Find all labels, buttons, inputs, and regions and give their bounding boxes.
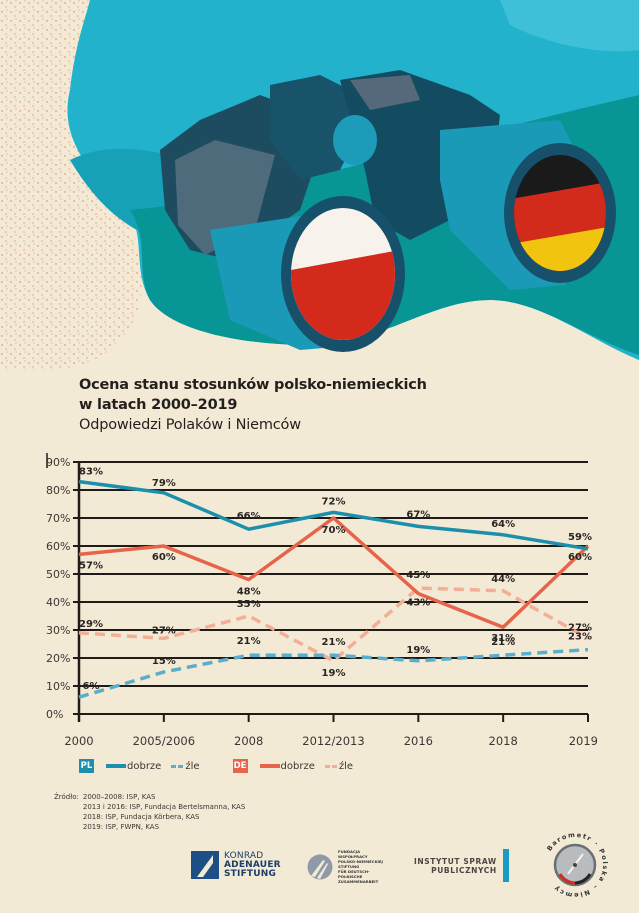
- x-tick-label: 2005/2006: [133, 734, 195, 748]
- fwpn-road-icon: [307, 854, 333, 879]
- y-tick-label: 50%: [46, 568, 70, 581]
- data-label: 23%: [568, 632, 592, 643]
- legend-badge-pl: PL: [79, 759, 94, 773]
- legend: PL dobrze źle DE dobrze źle: [79, 758, 353, 774]
- y-tick-label: 10%: [46, 680, 70, 693]
- y-axis-ticks: 0% 10% 20% 30% 40% 50% 60% 70% 80% 90%: [46, 456, 70, 721]
- series-lines: [78, 479, 590, 699]
- x-tick-label: 2012/2013: [302, 734, 364, 748]
- german-flag-icon: [514, 155, 606, 271]
- y-tick-label: 20%: [46, 652, 70, 665]
- data-label: 35%: [237, 599, 261, 610]
- data-label: 29%: [79, 619, 103, 630]
- isp-logo-line: PUBLICZNYCH: [431, 865, 497, 875]
- data-label: 6%: [83, 681, 100, 692]
- data-label: 27%: [568, 622, 592, 633]
- kas-logo-line: KONRAD: [224, 850, 264, 861]
- isp-logo-line: INSTYTUT SPRAW: [414, 856, 497, 866]
- data-label: 43%: [406, 598, 430, 609]
- y-tick-label: 0%: [46, 708, 63, 721]
- binoculars-illustration: [0, 0, 639, 370]
- x-tick-label: 2000: [64, 734, 93, 748]
- x-tick-label: 2019: [569, 734, 598, 748]
- fwpn-logo-line: STIFTUNG: [338, 864, 360, 869]
- legend-badge-de: DE: [232, 759, 248, 773]
- data-label: 83%: [79, 467, 103, 478]
- data-label: 19%: [406, 645, 430, 656]
- y-tick-label: 80%: [46, 484, 70, 497]
- isp-logo: INSTYTUT SPRAW PUBLICZNYCH: [414, 849, 509, 882]
- data-label: 59%: [568, 532, 592, 543]
- kas-logo-line: STIFTUNG: [224, 868, 277, 879]
- sources-note: Źródło: 2000–2008: ISP, KAS 2013 i 2016:…: [54, 792, 245, 832]
- line-chart: 0% 10% 20% 30% 40% 50% 60% 70% 80% 90% 2000 2005/2…: [46, 453, 598, 748]
- data-label: 19%: [322, 668, 346, 679]
- legend-swatch-de-dobrze: [259, 764, 280, 768]
- legend-label-pl-zle: źle: [185, 760, 200, 772]
- x-axis: 2000 2005/2006 2008 2012/2013 2016 2018 2019: [64, 462, 598, 748]
- x-tick-label: 2008: [234, 734, 263, 748]
- kas-mark-icon: [191, 851, 219, 879]
- source-line: 2018: ISP, Fundacja Körbera, KAS: [82, 813, 200, 821]
- chart-title: Ocena stanu stosunków polsko-niemieckich: [79, 377, 427, 393]
- y-tick-label: 40%: [46, 596, 70, 609]
- data-label: 15%: [152, 656, 176, 667]
- data-label: 79%: [152, 478, 176, 489]
- legend-swatch-de-zle: [324, 764, 337, 768]
- x-tick-label: 2016: [404, 734, 433, 748]
- fwpn-logo-line: POLSKO-NIEMIECKIEJ: [338, 859, 383, 864]
- y-tick-label: 90%: [46, 456, 70, 469]
- data-label: 72%: [322, 496, 346, 507]
- data-label: 60%: [152, 552, 176, 563]
- polish-flag-icon: [291, 208, 395, 340]
- legend-swatch-pl-dobrze: [106, 764, 126, 768]
- series-line-pl-dobrze: [78, 479, 589, 551]
- y-tick-label: 70%: [46, 512, 70, 525]
- data-label: 60%: [568, 552, 592, 563]
- source-line: 2013 i 2016: ISP, Fundacja Bertelsmanna,…: [82, 803, 246, 811]
- data-label: 64%: [491, 519, 515, 530]
- source-line: 2019: ISP, FWPN, KAS: [82, 823, 160, 831]
- data-labels: 83% 79% 66% 72% 67% 64% 59% 6% 15% 21% 21% 19% 21% 23…: [79, 467, 592, 693]
- legend-label-pl-dobrze: dobrze: [127, 760, 162, 772]
- fwpn-logo-line: ZUSAMMENARBEIT: [338, 879, 379, 884]
- data-label: 44%: [491, 574, 515, 585]
- x-tick-label: 2018: [489, 734, 518, 748]
- barometr-logo: Barometr · Polska – Niemcy: [545, 831, 607, 899]
- kas-logo: KONRAD ADENAUER STIFTUNG: [191, 851, 281, 879]
- fwpn-logo: FUNDACJA WSPÓŁPRACY POLSKO-NIEMIECKIEJ S…: [307, 849, 388, 884]
- data-label: 67%: [406, 509, 430, 520]
- y-tick-label: 60%: [46, 540, 70, 553]
- data-label: 21%: [491, 637, 515, 648]
- legend-swatch-pl-zle: [171, 764, 184, 768]
- chart-title-block: Ocena stanu stosunków polsko-niemieckich…: [79, 375, 427, 435]
- source-line: 2000–2008: ISP, KAS: [82, 793, 156, 801]
- data-label: 21%: [237, 636, 261, 647]
- data-label: 27%: [152, 625, 176, 636]
- legend-label-de-dobrze: dobrze: [280, 760, 315, 772]
- kas-logo-line: ADENAUER: [224, 859, 281, 870]
- data-label: 70%: [322, 525, 346, 536]
- isp-bar: [502, 849, 509, 882]
- y-tick-label: 30%: [46, 624, 70, 637]
- data-label: 31%: [491, 633, 515, 644]
- series-line-de-zle: [78, 586, 589, 663]
- data-label: 45%: [406, 570, 430, 581]
- data-label: 48%: [237, 587, 261, 598]
- sources-label: Źródło:: [54, 793, 79, 801]
- fwpn-logo-line: FÜR DEUTSCH-POLNISCHE: [338, 869, 370, 879]
- series-line-de-dobrze: [78, 516, 590, 629]
- data-label: 57%: [79, 560, 103, 571]
- fwpn-logo-line: FUNDACJA WSPÓŁPRACY: [338, 849, 368, 859]
- legend-label-de-zle: źle: [338, 760, 354, 772]
- data-label: 66%: [237, 511, 261, 522]
- series-line-pl-zle: [78, 647, 589, 699]
- data-label: 21%: [322, 637, 346, 648]
- chart-title-years: w latach 2000–2019: [79, 397, 238, 413]
- chart-subtitle: Odpowiedzi Polaków i Niemców: [79, 417, 301, 433]
